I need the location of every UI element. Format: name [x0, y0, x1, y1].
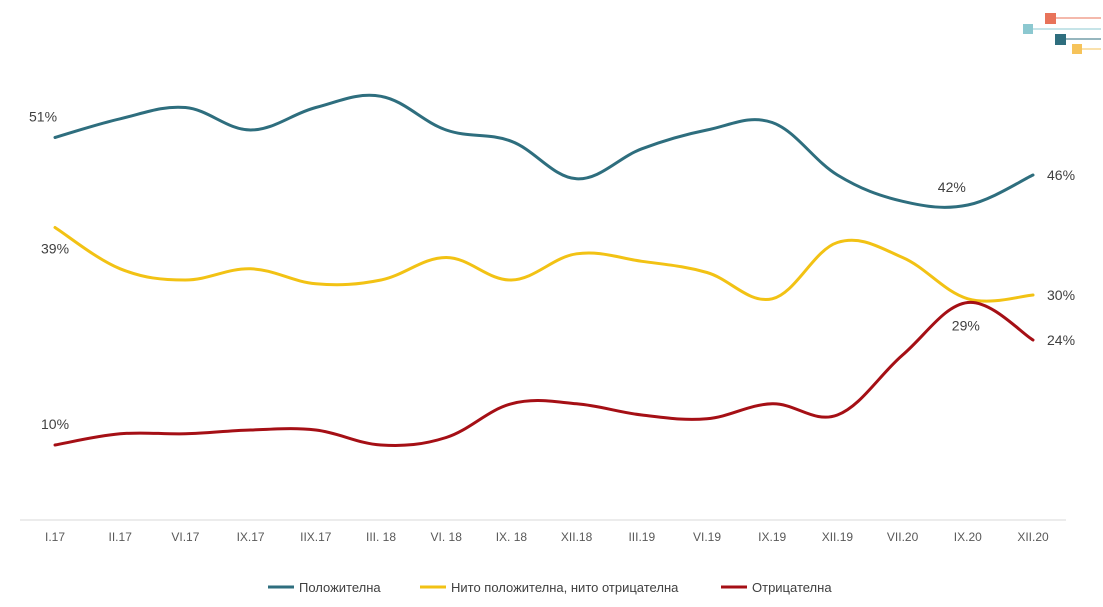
series-0-point	[314, 106, 317, 109]
series-2-point	[510, 402, 513, 405]
series-1-point	[314, 282, 317, 285]
series-1-point	[184, 278, 187, 282]
series-0-point	[640, 147, 643, 150]
x-tick-label: II.17	[109, 530, 133, 544]
series-0-point	[575, 177, 578, 180]
series-0-point	[119, 117, 122, 120]
x-tick-label: I.17	[45, 530, 65, 544]
data-label: 24%	[1047, 332, 1075, 348]
series-1-point	[575, 252, 578, 255]
series-0-point	[249, 128, 252, 132]
series-1-point	[510, 278, 513, 282]
series-0-point	[510, 140, 513, 143]
x-tick-label: III.19	[628, 530, 655, 544]
logo-square-teal	[1055, 34, 1066, 45]
x-tick-label: IIX.17	[300, 530, 332, 544]
x-axis-tick-labels: I.17 II.17 VI.17 IX.17 IIX.17 III. 18 VI. 18 IX…	[45, 530, 1049, 544]
series-2-point	[966, 301, 969, 304]
series-2-point	[119, 432, 122, 435]
logo-square-orange	[1045, 13, 1056, 24]
data-label: 51%	[29, 109, 57, 125]
series-0-point	[771, 121, 774, 124]
series-2-point	[379, 443, 383, 447]
series-2-point	[836, 413, 839, 417]
series-0-point	[53, 136, 57, 139]
x-tick-label: XII.19	[822, 530, 854, 544]
series-1-point	[53, 226, 57, 229]
series-1-point	[966, 297, 969, 300]
series-2-point	[184, 432, 187, 435]
series-2-point	[575, 402, 578, 405]
series-2-point	[640, 413, 643, 417]
series-2-point	[249, 428, 252, 432]
series-1-point	[445, 256, 448, 259]
x-tick-label: III. 18	[366, 530, 396, 544]
data-label: 29%	[952, 318, 980, 334]
series-1-point	[640, 260, 643, 263]
series-2-point	[314, 428, 317, 432]
x-tick-label: IX.17	[237, 530, 265, 544]
series-1-point	[249, 267, 252, 270]
data-label: 39%	[41, 241, 69, 257]
series-0-point	[184, 106, 187, 109]
series-0-point	[379, 95, 383, 98]
series-1-point	[771, 297, 774, 300]
logo-square-lightblue	[1023, 24, 1033, 34]
series-2-point	[771, 402, 774, 405]
series-0-line	[53, 93, 1035, 209]
series-2-point	[901, 353, 904, 357]
x-tick-label: XII.18	[561, 530, 593, 544]
legend-label-1: Нито положителна, нито отрицателна	[451, 580, 679, 595]
x-tick-label: VI.19	[693, 530, 721, 544]
x-tick-label: VII.20	[887, 530, 919, 544]
series-2-point	[705, 417, 709, 420]
series-1-point	[705, 271, 709, 274]
series-1-line	[53, 226, 1035, 303]
data-label: 10%	[41, 416, 69, 432]
series-1-point	[119, 267, 122, 270]
x-tick-label: XII.20	[1017, 530, 1049, 544]
legend: Положителна Нито положителна, нито отрица…	[268, 580, 832, 595]
series-2-point	[53, 443, 57, 447]
series-1-point	[901, 256, 904, 259]
x-tick-label: IX. 18	[496, 530, 528, 544]
series-1-point	[1031, 293, 1035, 297]
brand-logo-icon	[1023, 13, 1101, 54]
data-label: 42%	[938, 179, 966, 195]
legend-label-2: Отрицателна	[752, 580, 832, 595]
series-2-line	[53, 300, 1035, 447]
series-2-point	[1031, 338, 1035, 342]
series-0-point	[966, 203, 969, 207]
legend-label-0: Положителна	[299, 580, 381, 595]
data-labels: 51% 42% 46% 39% 30% 10% 29% 24%	[29, 109, 1075, 433]
series-2-point	[445, 436, 448, 439]
series-0-point	[445, 128, 448, 132]
series-0-point	[1031, 173, 1035, 177]
x-tick-label: IX.19	[758, 530, 786, 544]
data-label: 46%	[1047, 167, 1075, 183]
series-lines	[53, 93, 1035, 447]
x-tick-label: IX.20	[954, 530, 982, 544]
series-0-point	[836, 173, 839, 177]
data-label: 30%	[1047, 287, 1075, 303]
series-1-point	[379, 278, 383, 282]
logo-square-yellow	[1072, 44, 1082, 54]
series-0-point	[705, 128, 709, 132]
x-tick-label: VI. 18	[431, 530, 463, 544]
series-1-point	[836, 241, 839, 244]
series-0-point	[901, 200, 904, 203]
x-tick-label: VI.17	[171, 530, 199, 544]
